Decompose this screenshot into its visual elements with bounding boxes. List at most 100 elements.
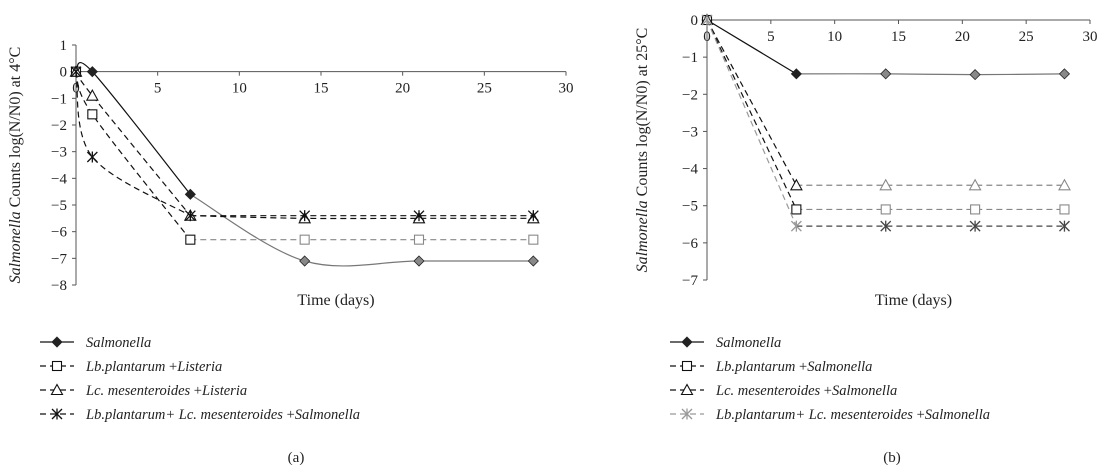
series-line-2 bbox=[75, 71, 191, 241]
data-point bbox=[413, 255, 425, 267]
series-line-1-tail bbox=[190, 193, 534, 267]
x-tick-label: 15 bbox=[314, 81, 329, 97]
x-tick-label: 15 bbox=[891, 29, 906, 45]
data-point bbox=[1058, 178, 1071, 191]
y-tick-label: −3 bbox=[682, 124, 698, 140]
x-tick-label: 20 bbox=[955, 29, 970, 45]
x-tick-label: 30 bbox=[1083, 29, 1098, 45]
data-point bbox=[1058, 68, 1071, 80]
data-point bbox=[184, 188, 196, 200]
y-axis-label-italic: Salmonella bbox=[634, 200, 651, 272]
data-point bbox=[299, 255, 311, 267]
data-point bbox=[299, 210, 311, 222]
legend-label-italic-tail: Salmonella bbox=[832, 383, 897, 399]
legend-label-italic: Lc. mesenteroides bbox=[85, 383, 191, 399]
legend-marker bbox=[50, 383, 64, 396]
legend-label-2: Lb.plantarum +Salmonella bbox=[715, 359, 872, 375]
data-point bbox=[527, 210, 539, 222]
data-point bbox=[70, 66, 82, 78]
x-tick-label: 25 bbox=[1019, 29, 1034, 45]
data-point bbox=[86, 66, 98, 78]
legend-label-plain: + bbox=[165, 359, 177, 375]
x-tick-label: 0 bbox=[72, 81, 80, 97]
y-tick-label: −2 bbox=[51, 118, 67, 134]
legend-label-3: Lc. mesenteroides +Salmonella bbox=[715, 383, 897, 399]
legend-label-italic: Lb.plantarum bbox=[85, 359, 165, 375]
legend-label-plain: + bbox=[795, 359, 807, 375]
data-point bbox=[87, 109, 98, 120]
legend-label-italic: Lb.plantarum+ Lc. mesenteroides bbox=[715, 407, 913, 423]
legend-marker bbox=[51, 360, 63, 372]
y-tick-label: −4 bbox=[51, 171, 67, 187]
x-tick-label: 5 bbox=[154, 81, 162, 97]
y-tick-label: −2 bbox=[682, 87, 698, 103]
data-point bbox=[184, 210, 196, 222]
series-line-4 bbox=[75, 71, 191, 217]
data-point bbox=[968, 178, 982, 191]
y-tick-label: −7 bbox=[51, 251, 67, 267]
panel-b-chart: 0 −1 −2 −3 −4 −5 −6 −7 0 5 10 15 20 25 30 Salmonella Co… bbox=[634, 13, 1098, 466]
panel-caption: (a) bbox=[288, 450, 305, 466]
y-tick-label: −3 bbox=[51, 145, 67, 161]
y-tick-label: −1 bbox=[682, 50, 698, 66]
data-point bbox=[880, 220, 892, 232]
legend-label-4: Lb.plantarum+ Lc. mesenteroides +Salmone… bbox=[715, 407, 990, 423]
data-point bbox=[969, 69, 981, 81]
legend-label-4: Lb.plantarum+ Lc. mesenteroides +Salmone… bbox=[85, 407, 360, 423]
legend-marker bbox=[680, 383, 694, 396]
y-tick-label: −6 bbox=[682, 236, 698, 252]
legend-label-italic: Salmonella bbox=[86, 335, 151, 351]
data-point bbox=[528, 234, 539, 245]
series-line-4 bbox=[706, 19, 797, 227]
x-axis-label: Time (days) bbox=[297, 292, 374, 309]
data-point bbox=[880, 68, 892, 80]
x-tick-label: 10 bbox=[232, 81, 247, 97]
legend-label-italic-tail: Listeria bbox=[201, 383, 247, 399]
legend-label-italic-tail: Salmonella bbox=[807, 359, 872, 375]
y-axis-label-rest: Counts log(N/N0) at 4°C bbox=[7, 47, 24, 212]
y-tick-label: −4 bbox=[682, 162, 698, 178]
x-axis-label: Time (days) bbox=[875, 292, 952, 309]
legend-label-plain: + bbox=[283, 407, 295, 423]
y-tick-label: −7 bbox=[682, 273, 698, 289]
series-line-3 bbox=[706, 19, 797, 186]
series-line-2 bbox=[706, 19, 797, 210]
legend-label-italic: Lb.plantarum bbox=[715, 359, 795, 375]
y-tick-label: −1 bbox=[51, 91, 67, 107]
legend-marker bbox=[51, 336, 63, 348]
x-tick-label: 20 bbox=[395, 81, 410, 97]
data-point bbox=[527, 255, 539, 267]
data-point bbox=[299, 234, 310, 245]
y-axis-label: Salmonella Counts log(N/N0) at 4°C bbox=[7, 47, 24, 284]
data-point bbox=[789, 178, 803, 191]
data-point bbox=[86, 151, 98, 163]
legend-label-italic-tail: Salmonella bbox=[295, 407, 360, 423]
legend-label-3: Lc. mesenteroides +Listeria bbox=[85, 383, 247, 399]
y-axis-label: Salmonella Counts log(N/N0) at 25°C bbox=[634, 28, 651, 273]
data-point bbox=[185, 234, 196, 245]
legend-marker bbox=[681, 336, 693, 348]
legend-label-italic: Lc. mesenteroides bbox=[715, 383, 821, 399]
series-line-3-tail bbox=[190, 215, 534, 220]
legend-label-plain: + bbox=[190, 383, 202, 399]
legend-label-italic-tail: Salmonella bbox=[925, 407, 990, 423]
legend-marker bbox=[681, 360, 693, 372]
data-point bbox=[790, 68, 802, 80]
x-tick-label: 25 bbox=[477, 81, 492, 97]
y-tick-label: 0 bbox=[691, 13, 699, 29]
data-point bbox=[1059, 220, 1070, 232]
legend-marker bbox=[681, 408, 693, 420]
legend-label-italic-tail: Listeria bbox=[176, 359, 222, 375]
data-point bbox=[790, 220, 802, 232]
data-point bbox=[879, 178, 893, 191]
y-tick-label: −6 bbox=[51, 225, 67, 241]
data-point bbox=[791, 204, 802, 215]
legend-label-1: Salmonella bbox=[716, 335, 781, 351]
y-tick-label: 1 bbox=[60, 38, 68, 54]
x-tick-label: 5 bbox=[767, 29, 775, 45]
data-point bbox=[413, 234, 425, 245]
panel-caption: (b) bbox=[883, 450, 901, 466]
legend-label-italic: Salmonella bbox=[716, 335, 781, 351]
legend-marker bbox=[51, 408, 63, 420]
